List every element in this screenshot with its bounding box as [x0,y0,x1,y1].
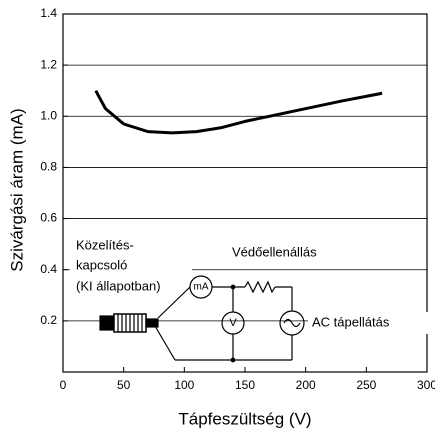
x-tick-label: 100 [174,378,194,392]
y-tick-label: 1.4 [40,6,57,20]
x-tick-label: 50 [117,378,131,392]
y-tick-label: 0.4 [40,262,57,276]
meter-label: mA [194,282,209,293]
x-tick-label: 0 [60,378,67,392]
data-line [94,89,383,135]
annotation: (KI állapotban) [76,278,161,293]
x-axis-label: Tápfeszültség (V) [178,409,311,428]
y-axis-label: Szivárgási áram (mA) [7,108,26,271]
annotation: Védőellenállás [232,244,317,259]
meter-label: V [229,317,237,329]
circuit-diagram [70,234,430,363]
y-tick-label: 1.2 [40,57,57,71]
y-tick-label: 0.2 [40,313,57,327]
y-tick-label: 1.0 [40,108,57,122]
plot-frame [62,13,428,373]
y-tick-label: 0.8 [40,160,57,174]
y-tick-label: 0.6 [40,211,57,225]
x-tick-label: 200 [296,378,316,392]
x-tick-label: 150 [235,378,255,392]
x-tick-label: 250 [356,378,376,392]
x-tick-label: 300 [417,378,435,392]
annotation: AC tápellátás [312,314,390,329]
annotation: Közelítés- [76,237,134,252]
annotation: kapcsoló [76,257,127,272]
